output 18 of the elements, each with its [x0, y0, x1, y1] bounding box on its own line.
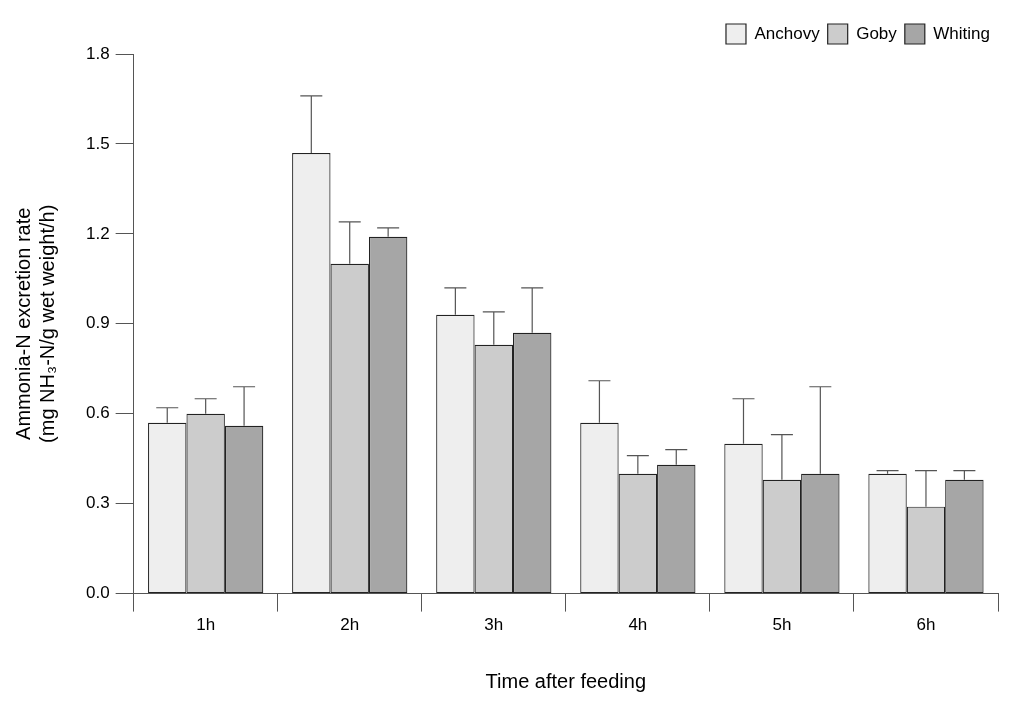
x-tick-label: 6h — [916, 615, 936, 635]
y-tick-label: 1.5 — [85, 133, 110, 153]
x-tick-label: 3h — [484, 615, 504, 635]
y-tick-label: 0.0 — [85, 583, 110, 603]
y-axis-title: Ammonia-N excretion rate (mg NH₃-N/g wet weight/h) — [11, 204, 58, 443]
y-tick-label: 0.9 — [85, 313, 110, 333]
x-tick-label: 5h — [772, 615, 792, 635]
y-tick-label: 1.8 — [85, 43, 110, 63]
legend-label: Anchovy — [754, 23, 821, 43]
legend-label: Goby — [856, 23, 898, 43]
x-tick-label: 4h — [628, 615, 648, 635]
y-tick-label: 0.3 — [85, 493, 110, 513]
x-axis-title: Time after feeding — [485, 669, 647, 692]
y-tick-label: 1.2 — [85, 223, 110, 243]
x-tick-label: 1h — [196, 615, 216, 635]
x-tick-label: 2h — [340, 615, 360, 635]
y-tick-label: 0.6 — [85, 403, 110, 423]
legend-label: Whiting — [933, 23, 990, 43]
